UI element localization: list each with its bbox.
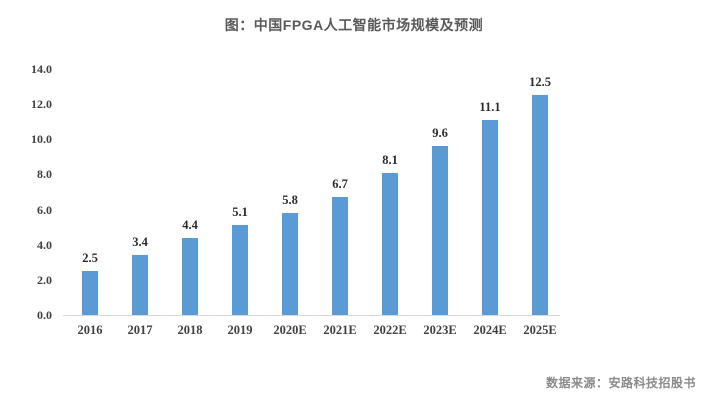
x-tick-label-2025E: 2025E bbox=[523, 323, 557, 337]
x-tick-label-2016: 2016 bbox=[77, 323, 103, 337]
x-tick-label-2023E: 2023E bbox=[423, 323, 457, 337]
value-label-2024E: 11.1 bbox=[479, 99, 501, 114]
bar-2017 bbox=[132, 255, 148, 315]
x-tick-label-2019: 2019 bbox=[227, 323, 253, 337]
bar-2022E bbox=[382, 172, 398, 315]
x-tick-label-2022E: 2022E bbox=[373, 323, 407, 337]
x-tick-label-2020E: 2020E bbox=[273, 323, 307, 337]
bar-2025E bbox=[532, 95, 548, 315]
y-tick-label: 0.0 bbox=[37, 308, 52, 322]
bar-2019 bbox=[232, 225, 248, 315]
value-label-2022E: 8.1 bbox=[382, 152, 398, 167]
data-source-note: 数据来源：安路科技招股书 bbox=[545, 376, 696, 390]
value-label-2017: 3.4 bbox=[132, 235, 148, 250]
y-tick-label: 10.0 bbox=[31, 132, 52, 147]
bar-2023E bbox=[432, 146, 448, 315]
bar-2018 bbox=[182, 237, 198, 315]
value-label-2021E: 6.7 bbox=[332, 177, 348, 192]
y-tick-label: 6.0 bbox=[37, 202, 52, 217]
value-label-2025E: 12.5 bbox=[529, 75, 551, 90]
bar-2020E bbox=[282, 213, 298, 315]
x-tick-label-2017: 2017 bbox=[127, 323, 153, 337]
x-tick-label-2021E: 2021E bbox=[323, 323, 357, 337]
x-axis-line bbox=[63, 315, 560, 316]
y-tick-label: 12.0 bbox=[31, 97, 52, 112]
y-tick-label: 14.0 bbox=[31, 62, 52, 76]
value-label-2018: 4.4 bbox=[182, 217, 198, 232]
value-label-2023E: 9.6 bbox=[432, 126, 448, 141]
x-tick-label-2018: 2018 bbox=[177, 323, 203, 337]
x-tick-label-2024E: 2024E bbox=[473, 323, 507, 337]
y-tick-label: 4.0 bbox=[37, 237, 52, 252]
bar-2024E bbox=[482, 119, 498, 315]
y-tick-label: 2.0 bbox=[37, 272, 52, 287]
bar-2016 bbox=[82, 271, 98, 315]
value-label-2020E: 5.8 bbox=[282, 193, 298, 208]
y-tick-label: 8.0 bbox=[37, 167, 52, 182]
bar-2021E bbox=[332, 197, 348, 315]
value-label-2019: 5.1 bbox=[232, 205, 248, 220]
value-label-2016: 2.5 bbox=[82, 251, 98, 266]
chart-title: 图：中国FPGA人工智能市场规模及预测 bbox=[224, 17, 484, 33]
